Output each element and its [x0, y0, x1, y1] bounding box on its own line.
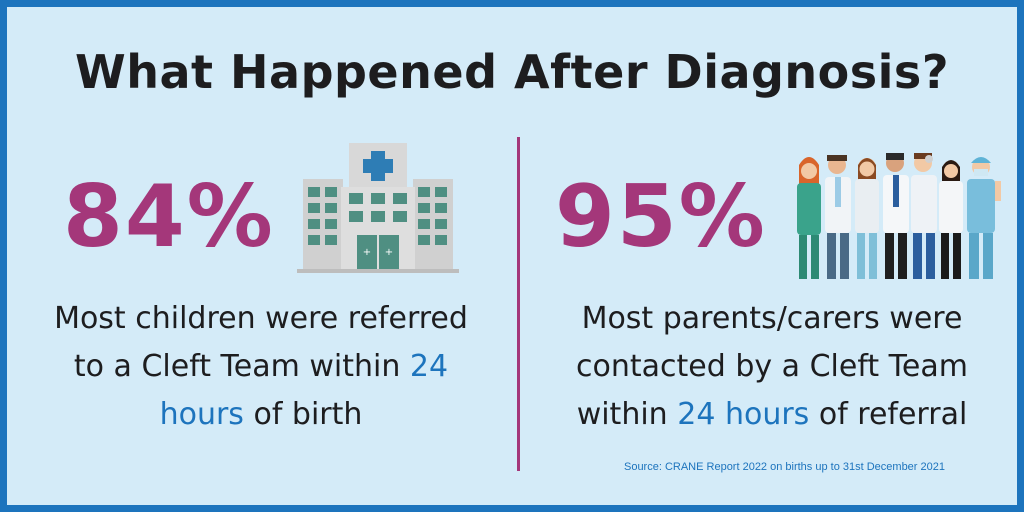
contact-description: Most parents/carers were contacted by a … [527, 295, 1017, 439]
contact-stat: 95% [555, 167, 767, 267]
contact-desc-line3-highlight: 24 hours [677, 397, 810, 432]
referral-desc-line3-text: of birth [243, 397, 363, 432]
referral-desc-line3: hours of birth [19, 391, 503, 439]
contact-desc-line3-text: within [576, 397, 678, 432]
panel-divider [517, 137, 520, 471]
referral-stat: 84% [63, 167, 275, 267]
referral-description: Most children were referred to a Cleft T… [19, 295, 503, 439]
referral-desc-line1: Most children were referred [54, 301, 468, 336]
hospital-icon: + + [297, 143, 459, 273]
referral-desc-line3-highlight: hours [159, 397, 244, 432]
contact-desc-line3-suffix: of referral [809, 397, 968, 432]
referral-desc-line2-highlight: 24 [409, 349, 449, 384]
referral-desc-line2-text: to a Cleft Team within [73, 349, 410, 384]
contact-desc-line1: Most parents/carers were [581, 301, 963, 336]
svg-text:+: + [363, 247, 371, 258]
source-citation: Source: CRANE Report 2022 on births up t… [623, 461, 945, 473]
referral-desc-line2: to a Cleft Team within 24 [19, 343, 503, 391]
contact-desc-line2: contacted by a Cleft Team [576, 349, 968, 384]
svg-text:+: + [385, 247, 393, 258]
medical-staff-icon [797, 153, 1001, 279]
contact-desc-line3: within 24 hours of referral [527, 391, 1017, 439]
page-title: What Happened After Diagnosis? [75, 45, 949, 99]
